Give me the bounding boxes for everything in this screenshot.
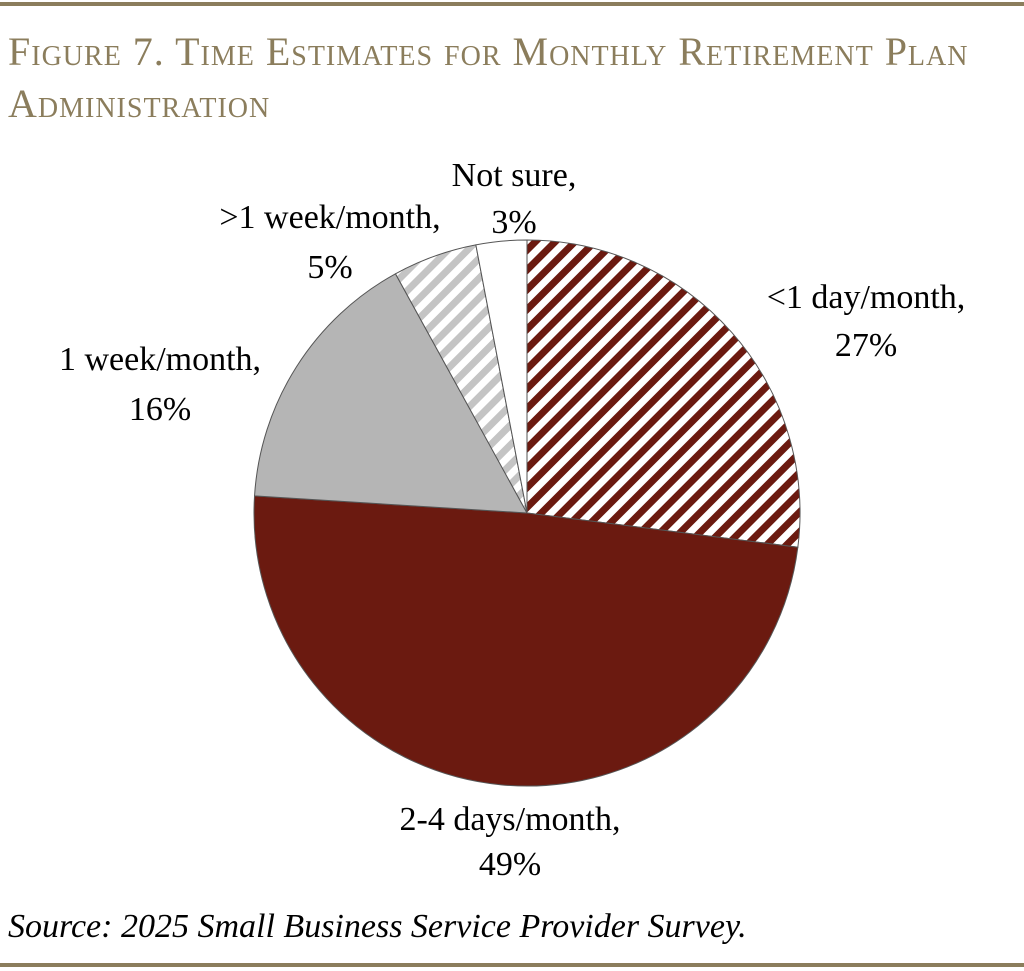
slice-label-1-day-month: <1 day/month, bbox=[767, 279, 966, 316]
slice-value-2-4-days-month: 49% bbox=[479, 846, 541, 883]
figure-title: Figure 7. Time Estimates for Monthly Ret… bbox=[8, 29, 969, 126]
pie-labels: <1 day/month, 27% 2-4 days/month, 49% 1 week… bbox=[59, 157, 965, 883]
slice-label-2-4-days-month: 2-4 days/month, bbox=[400, 801, 621, 838]
bottom-rule bbox=[0, 963, 1024, 967]
pie-slices bbox=[253, 239, 801, 787]
slice-value-1-week-month: 5% bbox=[307, 249, 352, 286]
slice-label-1-week-month: >1 week/month, bbox=[219, 199, 440, 236]
slice-value-1-day-month: 27% bbox=[835, 327, 897, 364]
slice-label-not-sure: Not sure, bbox=[452, 157, 577, 194]
pie-slice-1-week-month bbox=[254, 273, 528, 514]
pie-slice-1-day-month bbox=[526, 239, 801, 548]
slice-value-1-week-month: 16% bbox=[129, 391, 191, 428]
slice-value-not-sure: 3% bbox=[491, 204, 536, 241]
slice-label-1-week-month: 1 week/month, bbox=[59, 341, 261, 378]
source-note: Source: 2025 Small Business Service Prov… bbox=[8, 908, 747, 945]
top-rule bbox=[0, 2, 1024, 6]
pie-slice-2-4-days-month bbox=[253, 495, 799, 787]
pie-slice-not-sure bbox=[475, 239, 528, 514]
